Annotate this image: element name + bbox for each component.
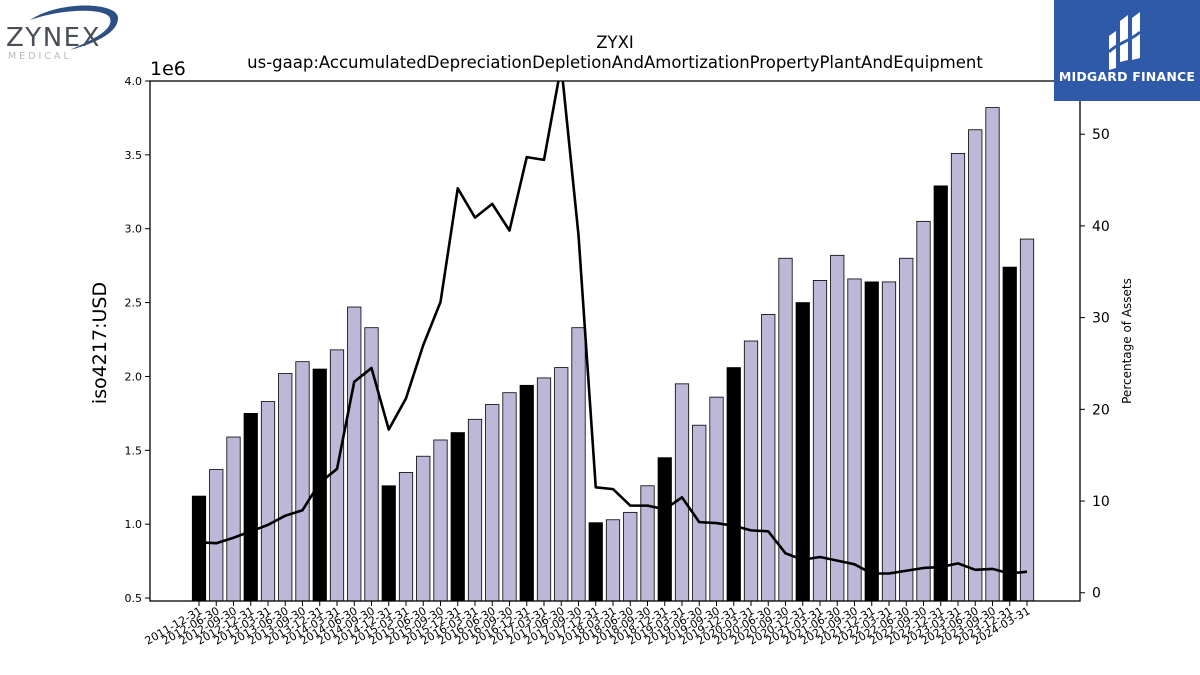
bar [709,396,724,602]
bar [812,280,828,602]
bar [571,327,586,602]
y-tick-label: 3.5 [125,149,143,162]
bar [554,367,569,602]
bar-series [191,107,1035,602]
bar [1019,238,1035,602]
y-axis-ticks: 0.5 1.0 1.5 2.0 2.5 3.0 3.5 4.0 [125,75,150,605]
bar [985,107,1000,602]
bar [226,436,241,602]
midgard-wordmark: MIDGARD FINANCE [1058,69,1196,84]
zynex-swoosh [30,5,118,50]
bar [191,495,207,602]
bar [847,278,862,602]
y-tick-label: 1.0 [125,518,143,531]
chart-subtitle: us-gaap:AccumulatedDepreciationDepletion… [247,53,983,72]
bar [381,485,396,602]
zynex-subtitle: MEDICAL [8,51,72,62]
bar [830,254,845,602]
bar [778,257,793,602]
bar [416,455,431,602]
bar [726,367,741,602]
bar [433,439,448,602]
bar [1002,266,1017,602]
bar [623,511,638,602]
y-axis-label: iso4217:USD [89,282,111,404]
y-tick-label: 0.5 [125,592,143,605]
y2-tick-label: 20 [1092,402,1110,418]
y2-tick-label: 30 [1092,311,1110,327]
y-tick-label: 2.0 [125,370,143,383]
y-tick-label: 4.0 [125,75,143,88]
bar [329,349,345,602]
y2-axis-label: Percentage of Assets [1120,278,1134,404]
bar [640,485,655,602]
bar [761,314,776,602]
bar [968,129,983,602]
y-tick-label: 2.5 [125,297,143,310]
bar [450,432,465,602]
zynex-logo-graphic: ZYNEX MEDICAL [6,5,118,62]
bar [278,373,293,602]
y-tick-label: 3.0 [125,223,143,236]
midgard-emblem-middle [1120,15,1128,62]
midgard-logo: MIDGARD FINANCE [1054,0,1200,101]
bar [485,404,500,602]
bar [243,412,258,602]
line-series [198,81,1028,575]
zynex-wordmark: ZYNEX [6,23,101,53]
bar [916,220,931,602]
bar [347,306,362,602]
x-axis-ticks: 2011-12-312012-06-302012-09-302012-12-31… [143,601,1033,648]
bar [588,522,603,602]
bar [398,472,414,602]
bar [519,384,534,602]
bar [536,377,552,602]
bar [502,392,517,602]
chart-title: ZYXI [596,33,634,52]
bar [950,152,966,602]
bar [295,361,310,602]
bar [881,281,897,602]
y-axis-offset-text: 1e6 [150,58,186,80]
bar [864,281,879,602]
y2-axis-ticks: 0 10 20 30 40 50 [1080,127,1110,602]
percentage-line [198,81,1028,575]
y-tick-label: 1.5 [125,444,143,457]
bar [674,383,690,602]
bar [795,302,810,602]
y2-tick-label: 40 [1092,219,1110,235]
bar [605,519,621,602]
plot-frame [149,80,1081,602]
y2-tick-label: 0 [1092,586,1101,602]
bar [743,340,759,602]
bar [899,257,914,602]
bar [209,469,224,602]
zynex-logo: ZYNEX MEDICAL [0,0,130,66]
bar [933,185,948,602]
midgard-emblem-cut [1107,30,1142,54]
y2-tick-label: 10 [1092,494,1110,510]
bar [260,401,276,602]
bar [467,418,483,602]
bar [692,424,707,602]
y2-tick-label: 50 [1092,127,1110,143]
midgard-emblem [1107,12,1142,70]
bar [657,457,672,602]
